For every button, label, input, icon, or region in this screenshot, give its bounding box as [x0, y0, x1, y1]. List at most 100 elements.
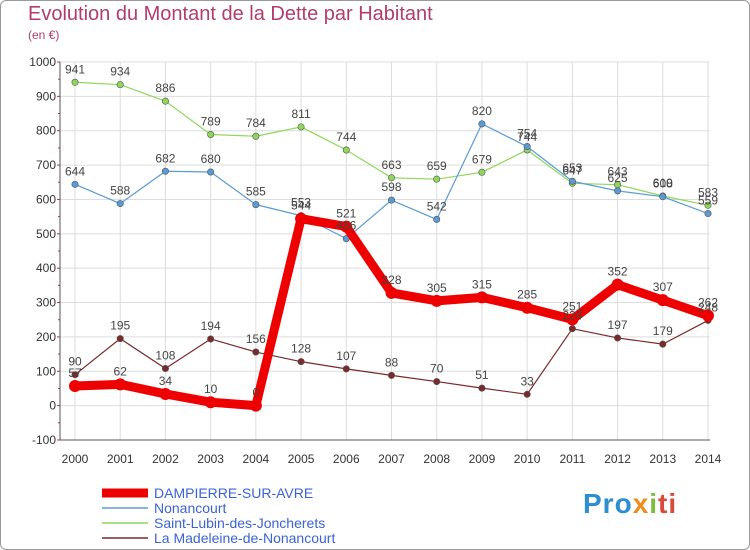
series-point-1 — [207, 168, 215, 176]
data-label-0: 285 — [517, 288, 537, 302]
series-point-0 — [656, 294, 669, 307]
x-tick-label: 2000 — [62, 452, 89, 466]
data-label-0: 62 — [114, 364, 128, 378]
series-point-1 — [71, 180, 79, 188]
y-tick-label: 800 — [36, 124, 56, 138]
data-label-0: 305 — [427, 281, 447, 295]
y-tick-label: 300 — [36, 296, 56, 310]
x-tick-label: 2006 — [333, 452, 360, 466]
series-point-0 — [611, 278, 624, 291]
series-point-1 — [252, 201, 260, 209]
series-point-1 — [523, 143, 531, 151]
data-label-2: 789 — [201, 115, 221, 129]
data-label-0: 10 — [204, 382, 218, 396]
data-label-0: 352 — [608, 265, 628, 279]
data-label-2: 941 — [65, 62, 85, 76]
series-point-0 — [159, 387, 172, 400]
data-label-3: 128 — [291, 342, 311, 356]
data-label-2: 583 — [698, 185, 718, 199]
data-label-1: 553 — [291, 196, 311, 210]
data-label-0: 57 — [68, 366, 82, 380]
legend-label-3: La Madeleine-de-Nonancourt — [154, 530, 335, 546]
series-point-0 — [521, 301, 534, 314]
x-tick-label: 2003 — [197, 452, 224, 466]
data-label-1: 644 — [65, 164, 85, 178]
data-label-3: 195 — [110, 319, 130, 333]
y-tick-label: 200 — [36, 330, 56, 344]
data-label-2: 811 — [292, 107, 311, 121]
data-label-1: 559 — [698, 194, 718, 208]
series-point-3 — [71, 371, 79, 379]
series-point-2 — [116, 81, 124, 89]
series-point-2 — [387, 174, 395, 182]
data-label-2: 744 — [517, 130, 537, 144]
data-label-1: 486 — [336, 219, 356, 233]
series-point-2 — [478, 168, 486, 176]
data-label-0: 544 — [291, 199, 311, 213]
series-point-3 — [342, 365, 350, 373]
series-point-2 — [704, 201, 712, 209]
series-point-3 — [252, 348, 260, 356]
data-label-2: 659 — [427, 159, 447, 173]
series-point-3 — [614, 334, 622, 342]
series-point-2 — [207, 131, 215, 139]
series-point-0 — [249, 399, 262, 412]
data-label-2: 934 — [110, 65, 130, 79]
y-tick-label: 0 — [49, 399, 56, 413]
y-tick-label: 1000 — [29, 55, 56, 69]
series-point-0 — [69, 380, 81, 393]
x-tick-label: 2007 — [378, 452, 405, 466]
data-label-3: 108 — [155, 349, 175, 363]
series-point-3 — [297, 358, 305, 366]
data-label-3: 156 — [246, 332, 266, 346]
x-tick-label: 2008 — [423, 452, 450, 466]
data-label-3: 197 — [608, 318, 628, 332]
data-label-3: 248 — [698, 300, 718, 314]
data-label-1: 608 — [653, 177, 673, 191]
series-point-3 — [387, 371, 395, 379]
data-label-3: 88 — [385, 355, 399, 369]
chart-unit-label: (en €) — [28, 28, 60, 42]
x-tick-label: 2014 — [695, 452, 722, 466]
x-tick-label: 2004 — [243, 452, 270, 466]
series-point-2 — [252, 132, 260, 140]
series-point-1 — [116, 200, 124, 208]
series-point-1 — [704, 210, 712, 218]
data-label-0: 315 — [472, 277, 492, 291]
series-point-1 — [433, 215, 441, 223]
y-tick-label: 600 — [36, 192, 56, 206]
series-point-1 — [614, 187, 622, 195]
data-label-2: 647 — [562, 163, 582, 177]
data-label-3: 51 — [475, 368, 489, 382]
series-point-1 — [659, 193, 667, 201]
series-point-0 — [566, 313, 579, 326]
proxiti-logo: Proxiti — [583, 488, 678, 519]
data-label-1: 585 — [246, 185, 266, 199]
data-label-1: 588 — [110, 184, 130, 198]
series-point-2 — [161, 97, 169, 105]
series-point-0 — [430, 294, 443, 307]
x-tick-label: 2005 — [288, 452, 315, 466]
series-point-1 — [161, 167, 169, 175]
series-point-1 — [387, 196, 395, 204]
y-tick-label: -100 — [32, 433, 56, 447]
data-label-2: 610 — [653, 176, 673, 190]
series-point-3 — [161, 365, 169, 373]
chart-title: Evolution du Montant de la Dette par Hab… — [28, 3, 433, 25]
series-point-0 — [114, 378, 127, 391]
data-label-2: 643 — [608, 165, 628, 179]
y-tick-label: 100 — [36, 364, 56, 378]
data-label-2: 784 — [246, 116, 266, 130]
x-tick-label: 2012 — [604, 452, 631, 466]
data-label-1: 682 — [155, 151, 175, 165]
legend-label-0: DAMPIERRE-SUR-AVRE — [154, 485, 313, 501]
data-label-1: 625 — [608, 171, 628, 185]
data-label-1: 653 — [562, 161, 582, 175]
series-point-2 — [297, 123, 305, 131]
data-label-2: 679 — [472, 152, 492, 166]
x-tick-label: 2002 — [152, 452, 179, 466]
series-point-3 — [433, 378, 441, 386]
data-label-3: 90 — [68, 355, 82, 369]
series-point-2 — [71, 78, 79, 86]
